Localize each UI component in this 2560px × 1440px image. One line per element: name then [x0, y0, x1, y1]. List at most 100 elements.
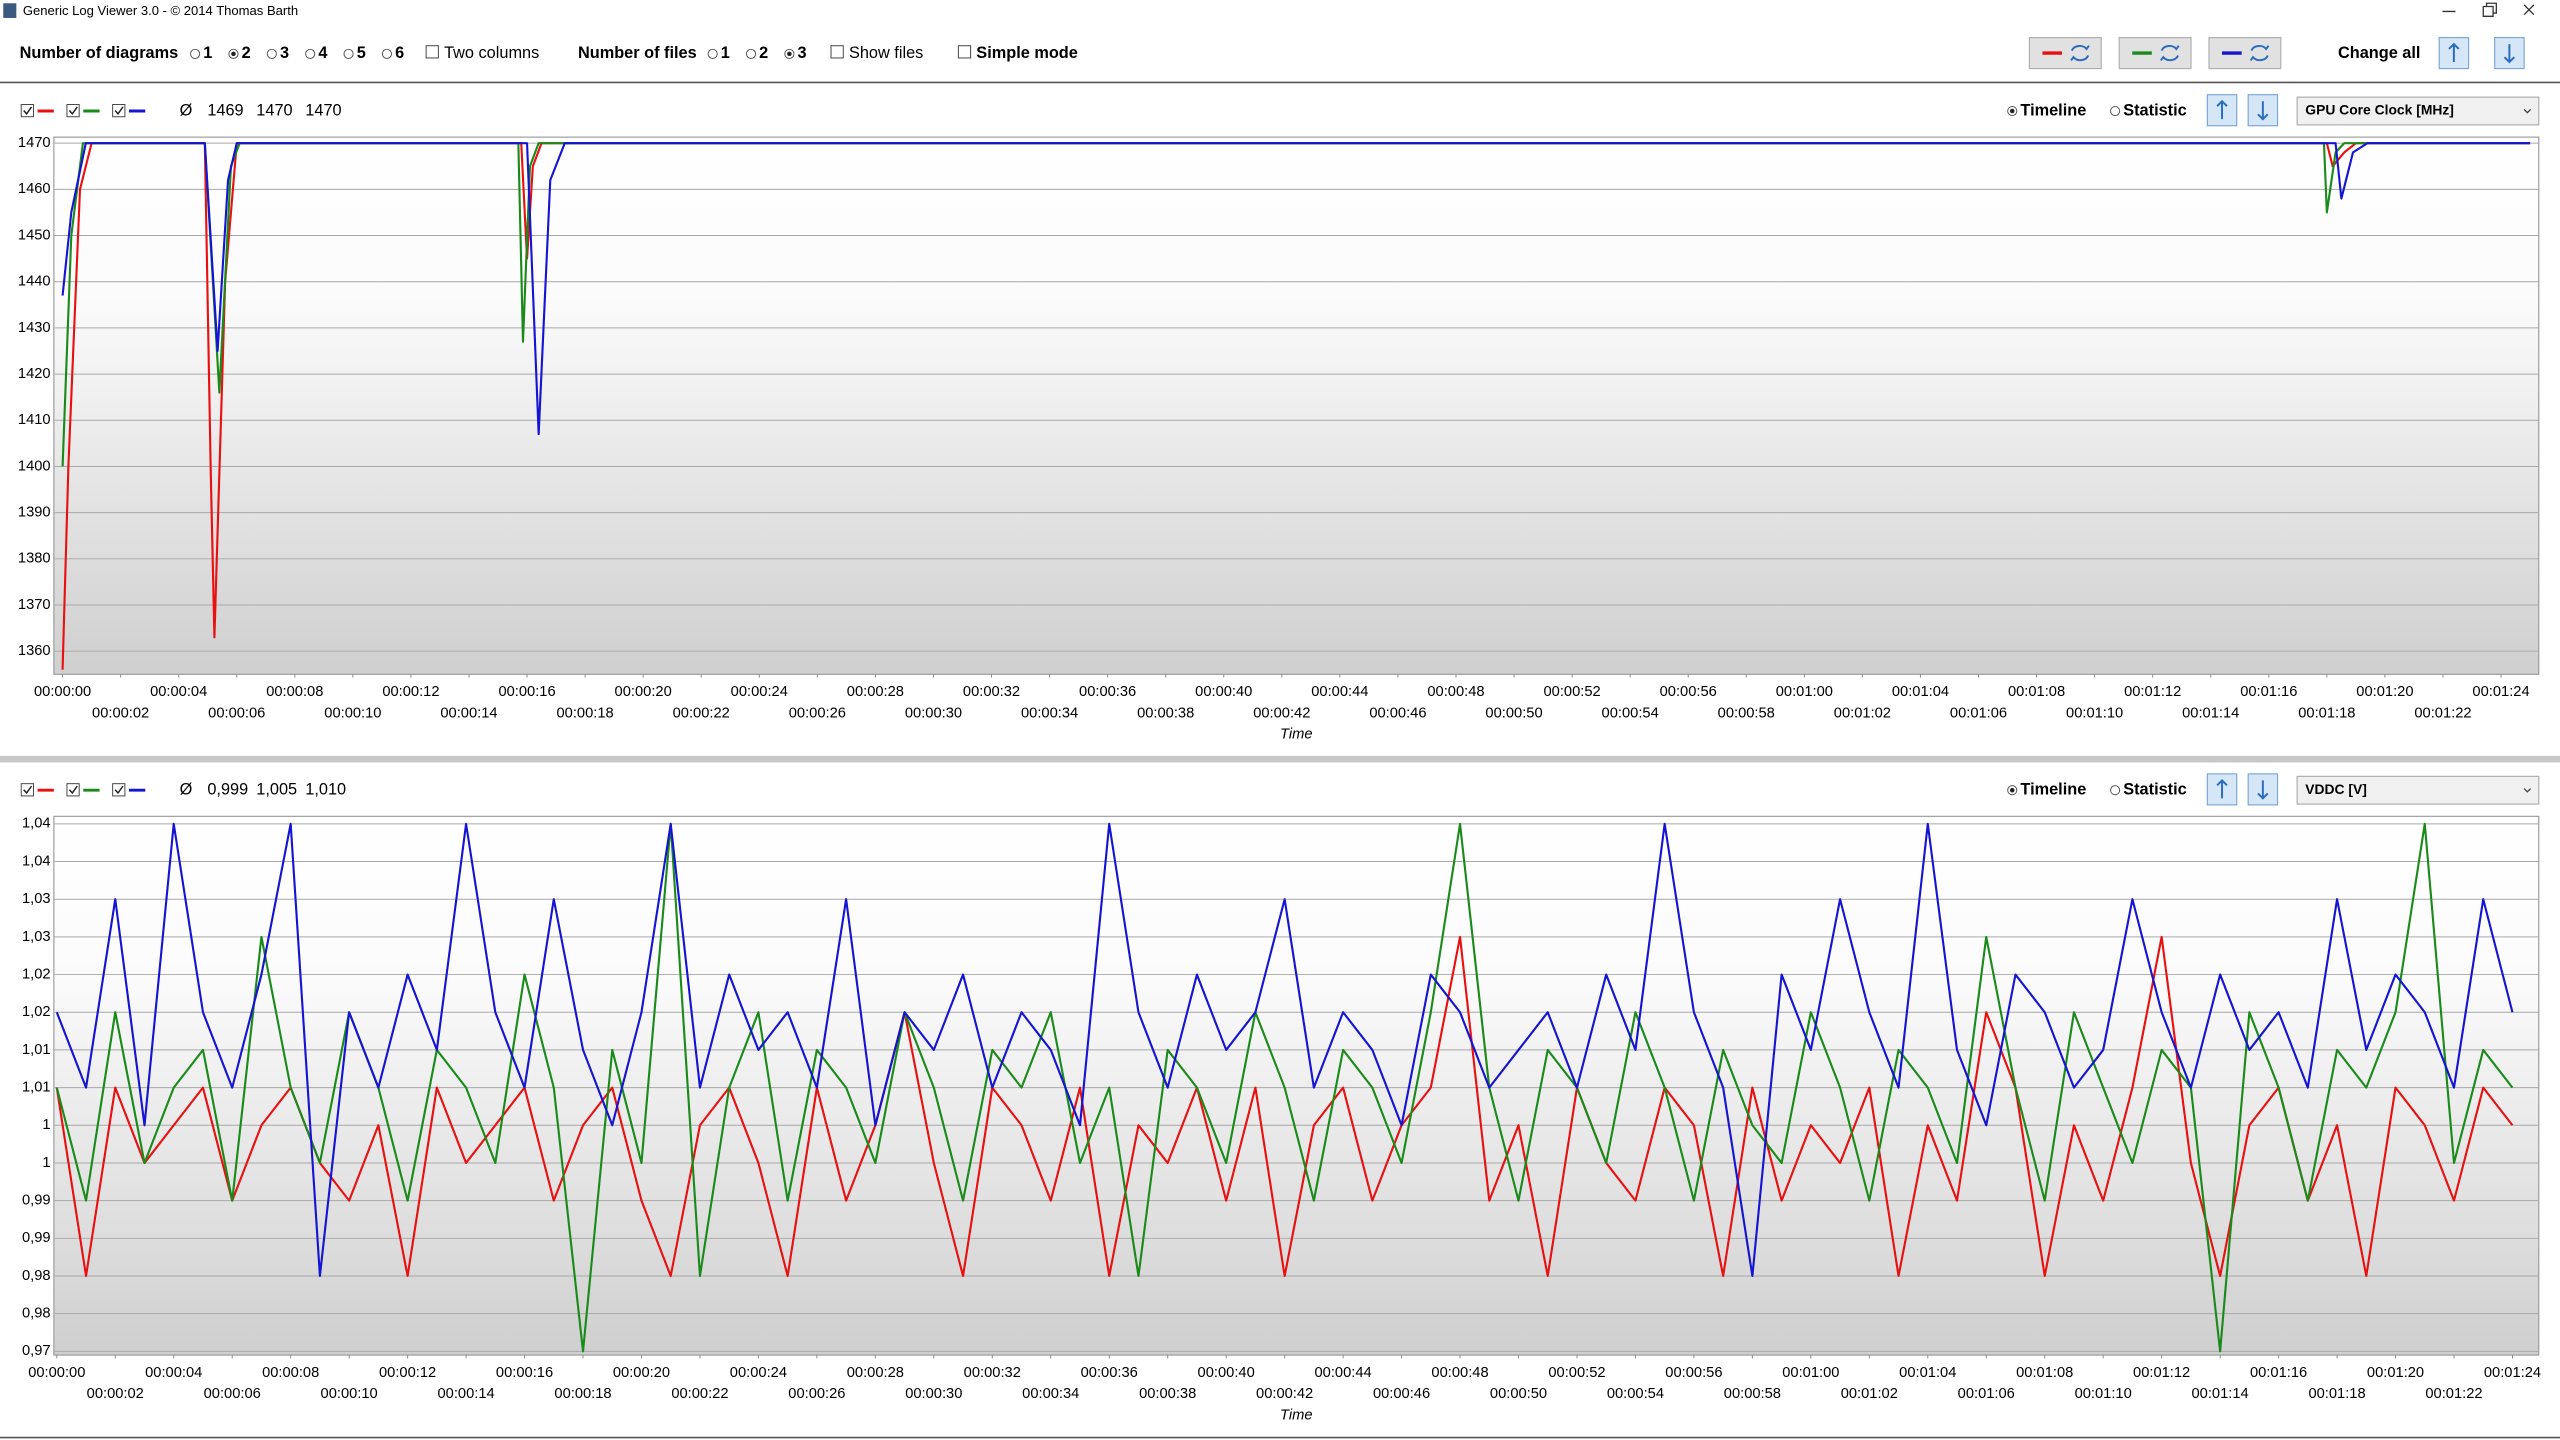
x-tick-label: 00:00:12 — [382, 684, 439, 700]
radio-button[interactable] — [305, 48, 316, 59]
radio-button[interactable] — [2110, 785, 2121, 796]
average-value: 1469 — [207, 101, 243, 119]
radio-label[interactable]: Timeline — [2020, 101, 2086, 119]
y-tick-label: 0,97 — [22, 1343, 51, 1359]
x-tick-label: 00:01:04 — [1892, 684, 1949, 700]
sensor-dropdown[interactable] — [2296, 96, 2540, 126]
x-tick-label: 00:00:36 — [1079, 684, 1136, 700]
checkbox[interactable] — [830, 45, 844, 59]
y-tick-label: 0,99 — [22, 1230, 51, 1246]
radio-label[interactable]: 5 — [357, 44, 366, 62]
arrow-icon — [2503, 44, 2515, 64]
radio-label[interactable]: Timeline — [2020, 781, 2086, 799]
checkbox[interactable] — [66, 104, 80, 118]
radio-label[interactable]: 2 — [759, 44, 768, 62]
x-tick-label: 00:01:18 — [2308, 1386, 2365, 1402]
x-tick-label: 00:01:02 — [1841, 1386, 1898, 1402]
checkbox[interactable] — [20, 783, 34, 797]
y-tick-label: 0,99 — [22, 1193, 51, 1209]
sensor-dropdown[interactable] — [2296, 775, 2540, 805]
x-tick-label: 00:00:20 — [613, 1365, 670, 1381]
x-tick-label: 00:00:10 — [321, 1386, 378, 1402]
series-line — [55, 935, 2514, 1278]
x-tick-label: 00:00:18 — [557, 705, 614, 721]
diagrams-label: Number of diagrams — [20, 44, 179, 62]
files-label: Number of files — [578, 44, 697, 62]
radio-button[interactable] — [707, 48, 718, 59]
x-axis-label: Time — [1280, 727, 1313, 743]
x-tick-label: 00:00:22 — [673, 705, 730, 721]
x-tick-label: 00:00:18 — [554, 1386, 611, 1402]
file-button[interactable] — [2208, 36, 2282, 70]
radio-label[interactable]: 1 — [203, 44, 212, 62]
checkbox[interactable] — [66, 783, 80, 797]
radio-label[interactable]: Statistic — [2123, 101, 2186, 119]
checkbox[interactable] — [425, 45, 439, 59]
checkmark — [114, 785, 124, 795]
y-tick-label: 1,01 — [22, 1079, 51, 1095]
checkmark — [114, 106, 124, 115]
arrow-icon — [2216, 779, 2228, 799]
checkmark — [23, 785, 33, 795]
y-tick-label: 1390 — [18, 505, 51, 521]
two-columns-label[interactable]: Two columns — [444, 44, 539, 62]
x-tick-label: 00:00:54 — [1602, 705, 1659, 721]
y-tick-label: 1,01 — [22, 1042, 51, 1058]
checkbox[interactable] — [112, 783, 126, 797]
radio-button[interactable] — [381, 48, 392, 59]
checkbox[interactable] — [957, 45, 972, 59]
x-axis-label: Time — [1280, 1407, 1313, 1423]
radio-button[interactable] — [2110, 105, 2121, 117]
x-tick-label: 00:00:34 — [1022, 1386, 1079, 1402]
file-button[interactable] — [2028, 36, 2102, 70]
radio-label[interactable]: 6 — [395, 44, 404, 62]
file-button[interactable] — [2118, 36, 2192, 70]
average-value: 1,005 — [256, 781, 297, 799]
simple-mode-label[interactable]: Simple mode — [976, 44, 1078, 62]
splitter[interactable] — [0, 755, 2560, 763]
radio-label[interactable]: 3 — [280, 44, 289, 62]
series-line — [55, 822, 2514, 1278]
y-tick-label: 1,04 — [22, 816, 51, 832]
radio-label[interactable]: Statistic — [2123, 781, 2186, 799]
x-tick-label: 00:00:50 — [1490, 1386, 1547, 1402]
x-tick-label: 00:01:14 — [2182, 705, 2239, 721]
y-tick-label: 0,98 — [22, 1268, 51, 1284]
radio-label[interactable]: 2 — [242, 44, 251, 62]
x-tick-label: 00:00:02 — [92, 705, 149, 721]
x-tick-label: 00:00:02 — [87, 1386, 144, 1402]
x-tick-label: 00:01:24 — [2472, 684, 2529, 700]
x-tick-label: 00:00:32 — [963, 684, 1020, 700]
x-tick-label: 00:00:44 — [1315, 1365, 1372, 1381]
radio-label[interactable]: 1 — [721, 44, 730, 62]
dropdown-arrow — [2523, 788, 2532, 793]
x-tick-label: 00:00:16 — [496, 1365, 553, 1381]
checkbox[interactable] — [20, 104, 34, 118]
x-tick-label: 00:00:38 — [1139, 1386, 1196, 1402]
checkmark — [23, 106, 33, 115]
app-icon — [3, 3, 17, 18]
radio-button[interactable] — [266, 48, 277, 59]
x-tick-label: 00:00:32 — [964, 1365, 1021, 1381]
window-controls[interactable] — [2442, 2, 2535, 17]
checkbox[interactable] — [112, 104, 126, 118]
show-files-label[interactable]: Show files — [849, 44, 923, 62]
radio-button[interactable] — [190, 48, 201, 59]
sensor-name[interactable]: VDDC [V] — [2305, 781, 2367, 797]
average-value: 0,999 — [207, 781, 248, 799]
radio-label[interactable]: 4 — [318, 44, 327, 62]
x-tick-label: 00:00:28 — [847, 1365, 904, 1381]
x-tick-label: 00:00:08 — [262, 1365, 319, 1381]
x-tick-label: 00:00:58 — [1718, 705, 1775, 721]
x-tick-label: 00:00:14 — [440, 705, 497, 721]
plot-area — [53, 815, 2540, 1356]
radio-button[interactable] — [745, 48, 757, 59]
arrow-icon — [2257, 101, 2269, 121]
x-tick-label: 00:00:36 — [1081, 1365, 1138, 1381]
radio-button[interactable] — [343, 48, 354, 59]
radio-label[interactable]: 3 — [798, 44, 807, 62]
x-tick-label: 00:00:42 — [1256, 1386, 1313, 1402]
y-tick-label: 1430 — [18, 320, 51, 336]
sensor-name[interactable]: GPU Core Clock [MHz] — [2305, 102, 2454, 118]
